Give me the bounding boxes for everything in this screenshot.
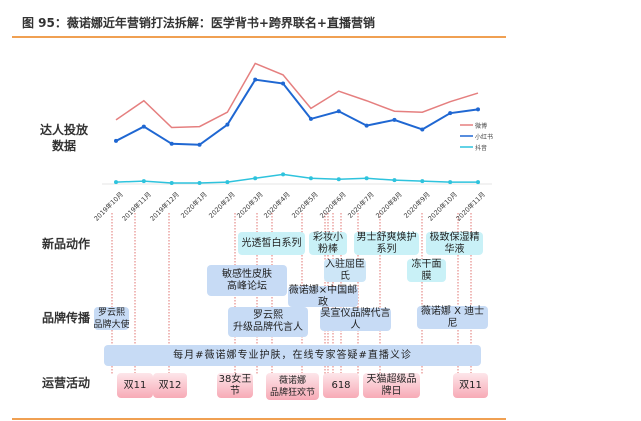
brand-box: 薇诺娜 X 迪士尼 [417, 306, 488, 329]
brand-box: 吴宣仪品牌代言人 [320, 307, 391, 331]
new-product-box: 光透皙白系列 [238, 232, 305, 255]
data-point [169, 181, 174, 186]
row-label-operations: 运营活动 [42, 376, 91, 390]
data-point [114, 138, 118, 143]
new-product-box: 男士舒爽焕护系列 [354, 232, 419, 255]
new-product-box: 冻干面膜 [407, 259, 446, 282]
legend-label: 微博 [475, 123, 488, 130]
row-label-kol: 达人投放 数据 [40, 123, 89, 153]
data-point [308, 176, 313, 181]
series-line-2 [115, 173, 478, 184]
operation-box: 薇诺娜 品牌狂欢节 [266, 373, 319, 400]
operation-box: 双12 [153, 373, 187, 398]
data-point [225, 180, 230, 185]
data-point [448, 180, 453, 185]
data-point [420, 179, 425, 184]
data-point [225, 122, 230, 127]
data-point [114, 180, 118, 185]
data-point [392, 117, 397, 122]
legend-label: 抖音 [475, 145, 488, 152]
data-point [364, 123, 369, 128]
data-point [281, 172, 286, 177]
data-point [197, 181, 202, 186]
data-point [253, 77, 258, 82]
data-point [392, 178, 397, 183]
row-label-brand: 品牌传播 [42, 311, 91, 325]
data-point [364, 176, 369, 181]
brand-box: 敏感性皮肤 高峰论坛 [207, 265, 287, 296]
data-point [141, 124, 146, 129]
data-point [336, 177, 341, 182]
data-point [448, 111, 453, 116]
data-point [476, 107, 480, 112]
figure-title: 图 95：薇诺娜近年营销打法拆解：医学背书+跨界联名+直播营销 [22, 16, 375, 30]
operation-box: 天猫超级品牌日 [363, 373, 420, 398]
operation-box: 618 [323, 373, 359, 398]
series-line-0 [115, 62, 479, 129]
operation-box: 双11 [117, 373, 153, 398]
brand-box: 罗云熙 升级品牌代言人 [228, 307, 308, 337]
data-point [420, 127, 425, 132]
data-point [308, 116, 313, 121]
brand-box: 薇诺娜×中国邮政 [288, 284, 358, 308]
channel-box: 入驻屈臣氏 [324, 258, 366, 282]
operation-box: 38女王节 [217, 373, 253, 398]
brand-box: 罗云熙 品牌大使 [93, 307, 130, 330]
data-point [169, 141, 174, 146]
series-line-1 [115, 78, 479, 146]
data-point [336, 109, 341, 114]
top-divider [12, 36, 506, 38]
data-point [141, 179, 146, 184]
data-point [197, 142, 202, 147]
row-label-new-product: 新品动作 [42, 237, 91, 251]
operation-box: 双11 [453, 373, 488, 398]
data-point [476, 180, 480, 185]
bottom-divider [12, 418, 506, 420]
new-product-box: 极致保湿精华液 [426, 232, 483, 255]
live-stream-bar: 每月#薇诺娜专业护肤，在线专家答疑#直播义诊 [104, 345, 481, 366]
data-point [253, 176, 258, 181]
new-product-box: 彩妆小粉棒 [309, 232, 347, 255]
data-point [281, 81, 286, 86]
legend-label: 小红书 [475, 134, 494, 141]
